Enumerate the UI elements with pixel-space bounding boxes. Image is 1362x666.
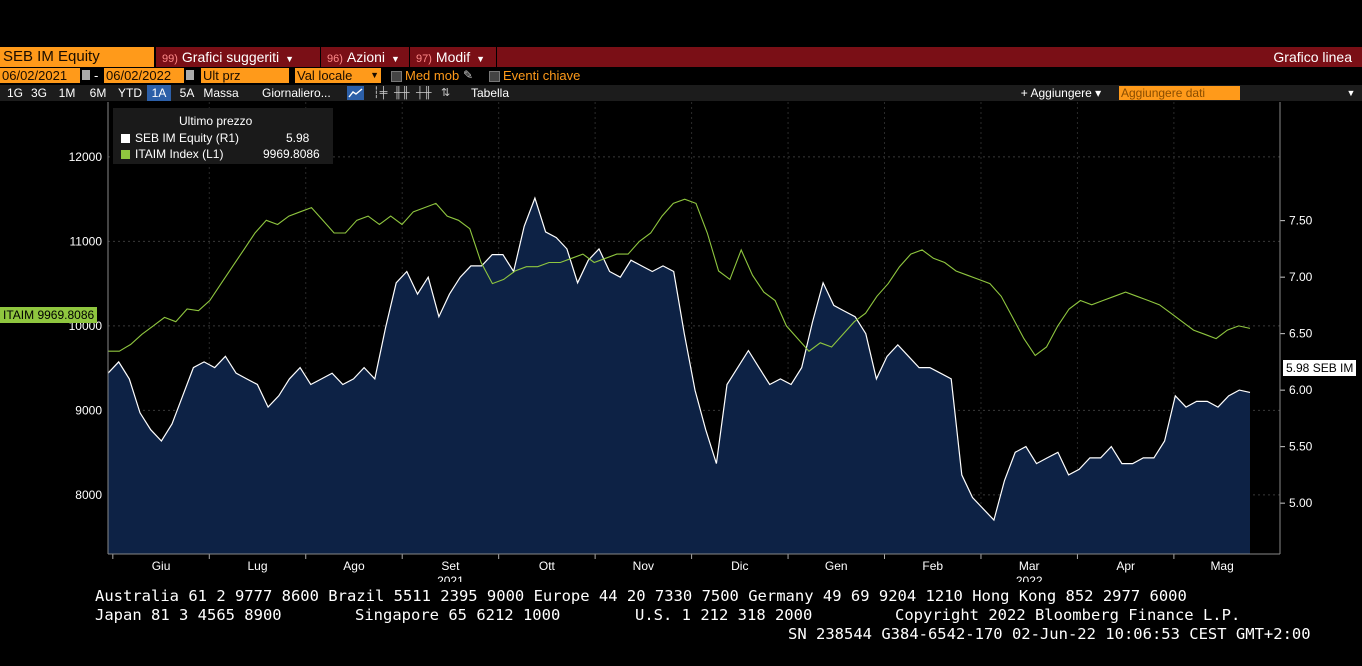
calendar-icon[interactable] — [186, 70, 194, 80]
chevron-down-icon: ▼ — [476, 54, 486, 64]
footer-singapore: Singapore 65 6212 1000 — [355, 606, 561, 624]
right-tick-label: 5.00 — [1289, 496, 1313, 510]
menu-number: 96) — [327, 53, 343, 65]
x-tick-label: Mag — [1210, 559, 1233, 573]
currency-select[interactable]: Val locale ▼ — [295, 68, 381, 83]
ohlc-icon[interactable]: ┼╫ — [416, 87, 432, 99]
menu-label: Grafici suggeriti — [181, 49, 280, 65]
right-tick-label: 7.00 — [1289, 270, 1313, 284]
toolbar-fill — [497, 47, 1362, 67]
edit-menu[interactable]: 97) Modif ▼ — [410, 47, 496, 67]
x-tick-label: Nov — [633, 559, 654, 573]
seb-last-badge: 5.98 SEB IM — [1283, 360, 1357, 376]
menu-number: 97) — [416, 53, 432, 65]
x-tick-label: Ago — [343, 559, 365, 573]
footer-serial: SN 238544 G384-6542-170 02-Jun-22 10:06:… — [788, 625, 1311, 643]
currency-select-value: Val locale — [297, 68, 353, 83]
period-tab-massa[interactable]: Massa — [203, 86, 239, 100]
left-tick-label: 9000 — [75, 403, 102, 417]
legend-value: 9969.8086 — [263, 147, 320, 161]
bar-tool-icon[interactable]: ╫╫ — [394, 87, 410, 99]
left-tick-label: 11000 — [70, 234, 103, 248]
x-tick-label: Lug — [247, 559, 267, 573]
footer-us: U.S. 1 212 318 2000 — [635, 606, 813, 624]
right-tick-label: 6.50 — [1289, 327, 1313, 341]
seb-price-line — [107, 196, 1251, 522]
period-tab-6m[interactable]: 6M — [89, 86, 107, 100]
axes — [107, 102, 1285, 559]
x-tick-label: Feb — [922, 559, 943, 573]
date-from-field[interactable]: 06/02/2021 — [0, 68, 80, 83]
footer-copyright: Copyright 2022 Bloomberg Finance L.P. — [895, 606, 1241, 624]
x-tick-label: Giu — [152, 559, 171, 573]
compare-icon[interactable]: ⇅ — [441, 87, 451, 99]
top-toolbar: SEB IM Equity 99) Grafici suggeriti ▼ 96) A… — [0, 47, 1362, 67]
suggested-charts-menu[interactable]: 99) Grafici suggeriti ▼ — [156, 47, 320, 67]
chevron-down-icon: ▼ — [370, 70, 379, 80]
x-tick-label: Set — [441, 559, 460, 573]
legend-label: ITAIM Index (L1) — [135, 147, 224, 161]
moving-average-checkbox[interactable] — [391, 71, 402, 82]
legend-header: Ultimo prezzo — [179, 114, 253, 128]
x-tick-label: Ott — [539, 559, 556, 573]
period-tab-1m[interactable]: 1M — [58, 86, 76, 100]
options-bar: 06/02/2021 - 06/02/2022 Ult prz Val loca… — [0, 68, 1362, 84]
period-tab-5a[interactable]: 5A — [179, 86, 195, 100]
key-events-checkbox[interactable] — [489, 71, 500, 82]
period-tab-3g[interactable]: 3G — [30, 86, 47, 100]
footer-contacts: Australia 61 2 9777 8600 Brazil 5511 239… — [95, 587, 1187, 605]
x-tick-label: Apr — [1116, 559, 1135, 573]
moving-average-label: Med mob — [405, 68, 460, 83]
menu-label: Azioni — [346, 49, 386, 65]
left-tick-label: 12000 — [69, 150, 103, 164]
candlestick-icon[interactable]: ┆╪ — [373, 87, 388, 99]
x-tick-label: Mar — [1019, 559, 1040, 573]
x-tick-label: Dic — [731, 559, 748, 573]
year-label: 2022 — [1016, 574, 1043, 582]
actions-menu[interactable]: 96) Azioni ▼ — [321, 47, 409, 67]
legend-value: 5.98 — [286, 131, 310, 145]
legend-item-itaim: ITAIM Index (L1) — [121, 147, 223, 161]
x-tick-label: Gen — [825, 559, 848, 573]
period-tab-ytd[interactable]: YTD — [118, 86, 142, 100]
period-tab-1a[interactable]: 1A — [147, 85, 171, 101]
right-tick-label: 6.00 — [1289, 383, 1313, 397]
chart-type-label[interactable]: Grafico linea — [1273, 49, 1352, 65]
left-tick-label: 8000 — [75, 488, 102, 502]
legend-label: SEB IM Equity (R1) — [135, 131, 240, 145]
period-bar: 1G 3G 1M 6M YTD 1A 5A Massa Giornaliero... ┆╪ ╫… — [0, 85, 1362, 101]
ticker-field[interactable]: SEB IM Equity — [0, 47, 154, 67]
menu-label: Modif — [435, 49, 471, 65]
chevron-down-icon: ▼ — [391, 54, 400, 64]
add-button[interactable]: + Aggiungere ▾ — [1020, 86, 1102, 100]
date-separator: - — [94, 68, 99, 83]
period-tab-1g[interactable]: 1G — [6, 86, 23, 100]
right-tick-label: 7.50 — [1289, 214, 1313, 228]
interval-select[interactable]: Giornaliero... — [262, 86, 331, 100]
price-field[interactable]: Ult prz — [201, 68, 289, 83]
table-button[interactable]: Tabella — [470, 86, 510, 100]
seb-area-fill — [108, 198, 1250, 554]
itaim-last-badge: ITAIM 9969.8086 — [0, 307, 98, 323]
tick-labels: 800090001000011000120005.005.506.006.507… — [69, 150, 1313, 582]
add-data-input[interactable]: Aggiungere dati — [1119, 86, 1240, 100]
menu-number: 99) — [162, 53, 178, 65]
date-to-field[interactable]: 06/02/2022 — [104, 68, 184, 83]
year-label: 2021 — [437, 574, 464, 582]
itaim-index-line — [108, 198, 1251, 357]
legend-swatch — [121, 134, 130, 143]
collapse-icon[interactable]: ▼ — [1346, 88, 1356, 98]
chart-legend: Ultimo prezzo SEB IM Equity (R1) 5.98 IT… — [113, 108, 333, 164]
pencil-icon[interactable]: ✎ — [463, 68, 474, 82]
footer-japan: Japan 81 3 4565 8900 — [95, 606, 282, 624]
key-events-label: Eventi chiave — [503, 68, 581, 83]
calendar-icon[interactable] — [82, 70, 90, 80]
legend-item-seb: SEB IM Equity (R1) — [121, 131, 239, 145]
legend-swatch — [121, 150, 130, 159]
line-chart-icon[interactable] — [347, 86, 364, 100]
chevron-down-icon: ▼ — [285, 54, 295, 64]
right-tick-label: 5.50 — [1289, 440, 1313, 454]
price-chart: 800090001000011000120005.005.506.006.507… — [69, 102, 1313, 582]
